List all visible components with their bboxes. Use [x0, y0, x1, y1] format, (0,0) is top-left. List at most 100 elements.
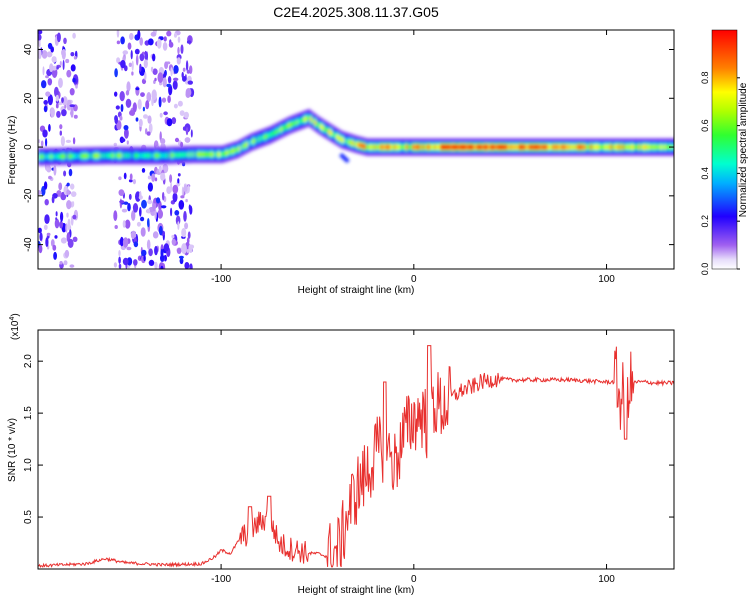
noise-speckle — [152, 68, 158, 75]
ridge-cell — [522, 144, 525, 150]
noise-speckle — [161, 97, 167, 103]
noise-speckle — [181, 71, 184, 79]
ridge-cell — [510, 144, 513, 150]
noise-speckle — [75, 84, 78, 89]
ridge-cell — [62, 153, 65, 159]
ridge-cell — [590, 144, 593, 150]
ridge-cell — [100, 153, 103, 159]
noise-speckle — [135, 54, 139, 66]
noise-speckle — [137, 99, 142, 110]
ridge-cell — [464, 144, 467, 150]
ridge-cell — [570, 144, 573, 150]
ridge-cell — [496, 144, 499, 150]
noise-speckle — [173, 103, 178, 109]
noise-speckle — [181, 186, 184, 197]
noise-speckle — [186, 40, 192, 44]
noise-speckle — [118, 263, 122, 269]
noise-speckle — [132, 203, 139, 213]
ridge-cell — [376, 144, 379, 150]
spectrogram-axes: -100 0 100 -40 -20 0 20 40 — [23, 30, 674, 285]
noise-speckle — [166, 118, 173, 127]
ridge-cell — [536, 144, 539, 150]
ridge-cell — [324, 126, 327, 132]
noise-speckle — [53, 165, 57, 176]
ridge-cell — [480, 144, 483, 150]
ridge-cell — [60, 153, 63, 159]
noise-speckle — [186, 70, 191, 74]
noise-speckle — [159, 36, 164, 41]
ridge-cell — [354, 141, 357, 147]
ridge-cell — [328, 129, 331, 135]
noise-speckle — [43, 105, 48, 113]
noise-speckle — [135, 87, 140, 91]
ridge-cell — [530, 144, 533, 150]
colorbar-tick-label: 0.8 — [700, 72, 710, 85]
noise-speckle — [132, 102, 137, 113]
noise-speckle — [136, 221, 141, 227]
snr-axes: -100 0 100 0.5 1.0 1.5 2.0 — [23, 330, 674, 585]
noise-speckle — [162, 42, 168, 51]
ridge-cell — [646, 144, 649, 150]
noise-speckle — [148, 123, 153, 134]
y-tick-label: -40 — [23, 237, 34, 252]
noise-speckle — [38, 244, 43, 254]
ridge-cell — [624, 144, 627, 150]
noise-speckle — [45, 91, 51, 97]
ridge-cell — [448, 144, 451, 150]
ridge-cell — [156, 153, 159, 159]
ridge-cell — [442, 144, 445, 150]
ridge-cell — [140, 153, 143, 159]
noise-speckle — [70, 107, 74, 118]
ridge-cell — [96, 153, 99, 159]
noise-speckle — [183, 210, 187, 222]
noise-speckle — [54, 218, 60, 229]
noise-speckle — [59, 261, 63, 265]
ridge-cell — [106, 153, 109, 159]
noise-speckle — [119, 200, 125, 204]
ridge-cell — [160, 153, 163, 159]
noise-speckle — [62, 59, 65, 71]
ridge-cell — [574, 144, 577, 150]
noise-speckle — [139, 37, 143, 46]
noise-speckle — [122, 257, 129, 266]
ridge-cell — [272, 131, 275, 136]
y-tick-label: 0 — [23, 144, 34, 150]
noise-speckle — [67, 218, 71, 229]
ridge-cell — [114, 153, 117, 159]
noise-speckle — [151, 173, 156, 182]
ridge-cell — [206, 151, 209, 157]
noise-speckle — [64, 249, 70, 258]
noise-speckle — [124, 219, 131, 229]
ridge-cell — [482, 144, 485, 150]
ridge-cell — [142, 153, 145, 159]
noise-speckle — [185, 60, 189, 72]
ridge-cell — [216, 151, 219, 157]
ridge-cell — [332, 131, 335, 137]
ridge-cell — [254, 138, 257, 144]
ridge-cell — [234, 147, 237, 153]
noise-speckle — [159, 112, 163, 118]
noise-speckle — [60, 211, 64, 222]
colorbar-tick-label: 0.0 — [700, 263, 710, 276]
noise-speckle — [157, 72, 164, 83]
ridge-cell — [498, 144, 501, 150]
noise-speckle — [51, 195, 55, 204]
noise-speckle — [163, 111, 168, 116]
noise-speckle — [156, 197, 161, 204]
noise-speckle — [66, 189, 70, 196]
ridge-cell — [240, 145, 243, 151]
noise-speckle — [50, 239, 55, 247]
ridge-cell — [406, 144, 409, 150]
y-tick-label: 0.5 — [23, 510, 34, 524]
noise-speckle — [60, 237, 67, 244]
noise-speckle — [147, 182, 153, 192]
ridge-cell — [268, 132, 271, 138]
ridge-cell — [508, 144, 511, 150]
ridge-cell — [126, 153, 129, 159]
ridge-cell — [422, 144, 425, 150]
ridge-cell — [56, 154, 59, 159]
ridge-cell — [652, 144, 655, 150]
noise-speckle — [188, 204, 191, 211]
ridge-cell — [430, 144, 433, 150]
noise-speckle — [133, 241, 139, 248]
